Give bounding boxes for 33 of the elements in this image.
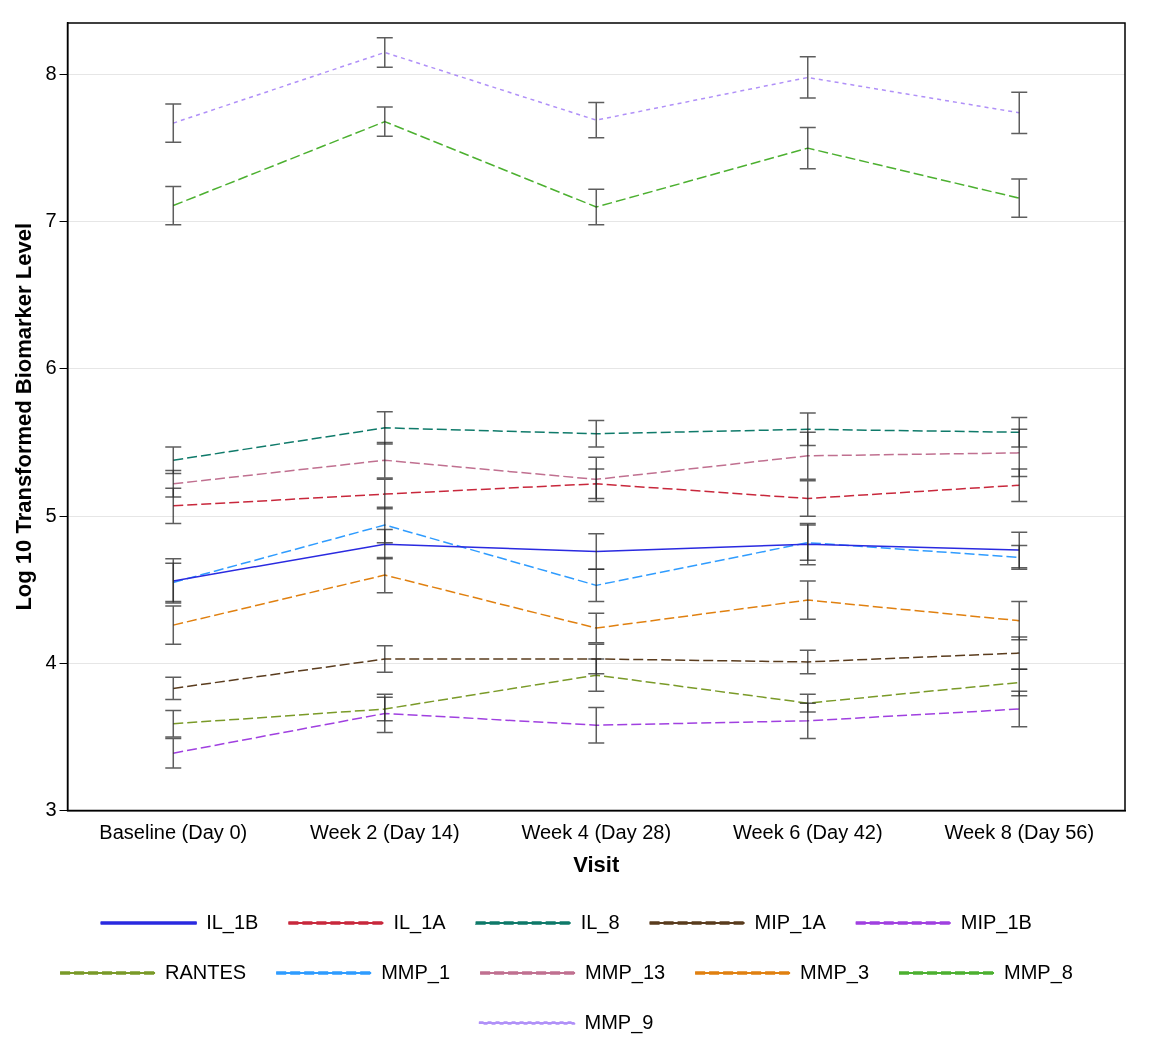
legend-label: MMP_1: [381, 960, 451, 984]
x-axis-title: Visit: [573, 851, 620, 877]
legend-label: MIP_1B: [960, 910, 1032, 934]
legend-label: IL_1A: [393, 910, 447, 934]
legend-label: RANTES: [165, 960, 247, 983]
line-series: [172, 120, 1020, 208]
y-axis-title: Log 10 Transformed Biomarker Level: [11, 223, 37, 611]
line-series: [172, 674, 1020, 725]
y-tick-label: 3: [45, 798, 57, 821]
y-tick-label: 4: [45, 650, 57, 673]
legend-label: IL_8: [580, 910, 620, 934]
x-tick-label: Week 4 (Day 28): [521, 821, 672, 844]
line-series: [172, 427, 1020, 461]
line-series: [172, 574, 1020, 629]
legend-label: MMP_3: [800, 960, 870, 984]
legend-label: MMP_9: [584, 1010, 654, 1034]
x-tick-label: Week 8 (Day 56): [944, 821, 1095, 844]
x-tick-label: Week 6 (Day 42): [732, 821, 883, 844]
line-series: [172, 708, 1020, 754]
y-tick-label: 8: [45, 62, 57, 85]
y-tick-label: 7: [45, 209, 57, 232]
line-series: [172, 452, 1020, 485]
line-series: [172, 483, 1020, 507]
legend-label: MIP_1A: [754, 910, 827, 934]
y-tick-label: 6: [45, 356, 57, 379]
x-tick-label: Baseline (Day 0): [99, 821, 248, 844]
line-series: [172, 652, 1020, 690]
line-series: [172, 51, 1020, 124]
y-tick-label: 5: [45, 503, 57, 526]
legend-label: MMP_8: [1004, 960, 1073, 984]
legend-label: IL_1B: [206, 910, 259, 934]
x-tick-label: Week 2 (Day 14): [309, 821, 460, 844]
legend-label: MMP_13: [585, 960, 666, 984]
